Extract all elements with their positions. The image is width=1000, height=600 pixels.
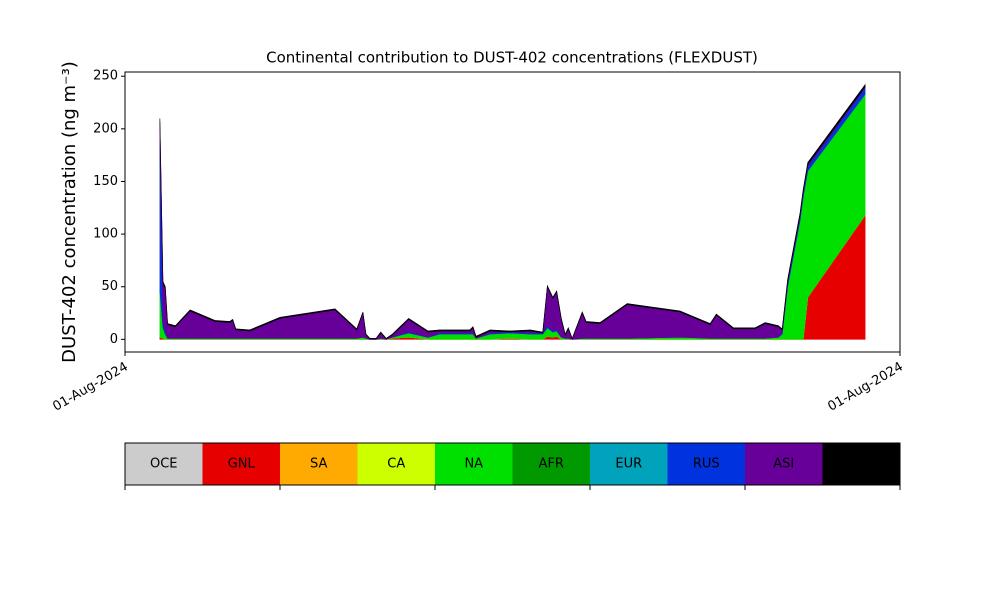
y-tick-label: 150 <box>93 174 118 189</box>
legend-swatch <box>280 443 358 485</box>
y-tick-label: 250 <box>93 69 118 84</box>
legend-swatch <box>822 443 900 485</box>
legend-label: NA <box>464 457 483 472</box>
y-tick-label: 200 <box>93 121 118 136</box>
legend-swatch <box>667 443 745 485</box>
area <box>159 214 866 340</box>
x-tick-label: 01-Aug-2024 <box>50 360 130 415</box>
legend-label: AFR <box>539 457 564 472</box>
legend-frame <box>124 442 901 486</box>
area <box>159 93 866 340</box>
legend-swatch <box>357 443 435 485</box>
legend-label: ASI <box>773 457 794 472</box>
y-tick-label: 100 <box>93 227 118 242</box>
area <box>159 214 866 340</box>
chart-title: Continental contribution to DUST-402 con… <box>266 49 758 67</box>
legend-label: GNL <box>228 457 256 472</box>
area <box>159 214 866 340</box>
plot-frame <box>124 71 901 353</box>
x-tick-label: 01-Aug-2024 <box>825 360 905 415</box>
legend-label: OCE <box>150 457 178 472</box>
y-axis-label: DUST-402 concentration (ng m⁻³) <box>59 61 80 363</box>
area <box>159 86 866 340</box>
area <box>159 93 866 340</box>
y-tick-label: 50 <box>101 279 118 294</box>
area <box>159 85 866 340</box>
legend-label: EUR <box>615 457 642 472</box>
legend-swatch <box>202 443 280 485</box>
legend-swatch <box>745 443 823 485</box>
area <box>159 83 866 340</box>
legend-label: SA <box>310 457 327 472</box>
legend-swatch <box>435 443 513 485</box>
legend-swatch <box>512 443 590 485</box>
legend-label: RUS <box>693 457 720 472</box>
legend-label: AUS <box>848 457 875 472</box>
y-tick-label: 0 <box>110 332 118 347</box>
legend-swatch <box>125 443 203 485</box>
area <box>159 93 866 340</box>
legend-label: CA <box>387 457 405 472</box>
legend-swatch <box>590 443 668 485</box>
